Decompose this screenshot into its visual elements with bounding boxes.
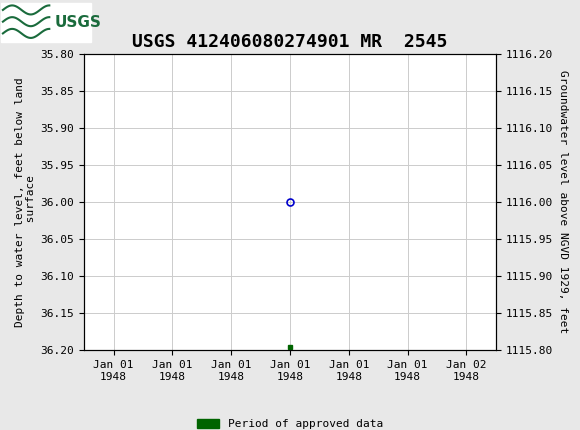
Y-axis label: Groundwater level above NGVD 1929, feet: Groundwater level above NGVD 1929, feet bbox=[559, 71, 568, 334]
Text: USGS 412406080274901 MR  2545: USGS 412406080274901 MR 2545 bbox=[132, 33, 448, 51]
Text: USGS: USGS bbox=[55, 15, 102, 30]
Y-axis label: Depth to water level, feet below land
 surface: Depth to water level, feet below land su… bbox=[15, 77, 37, 327]
Legend: Period of approved data: Period of approved data bbox=[193, 415, 387, 430]
FancyBboxPatch shape bbox=[1, 3, 91, 43]
